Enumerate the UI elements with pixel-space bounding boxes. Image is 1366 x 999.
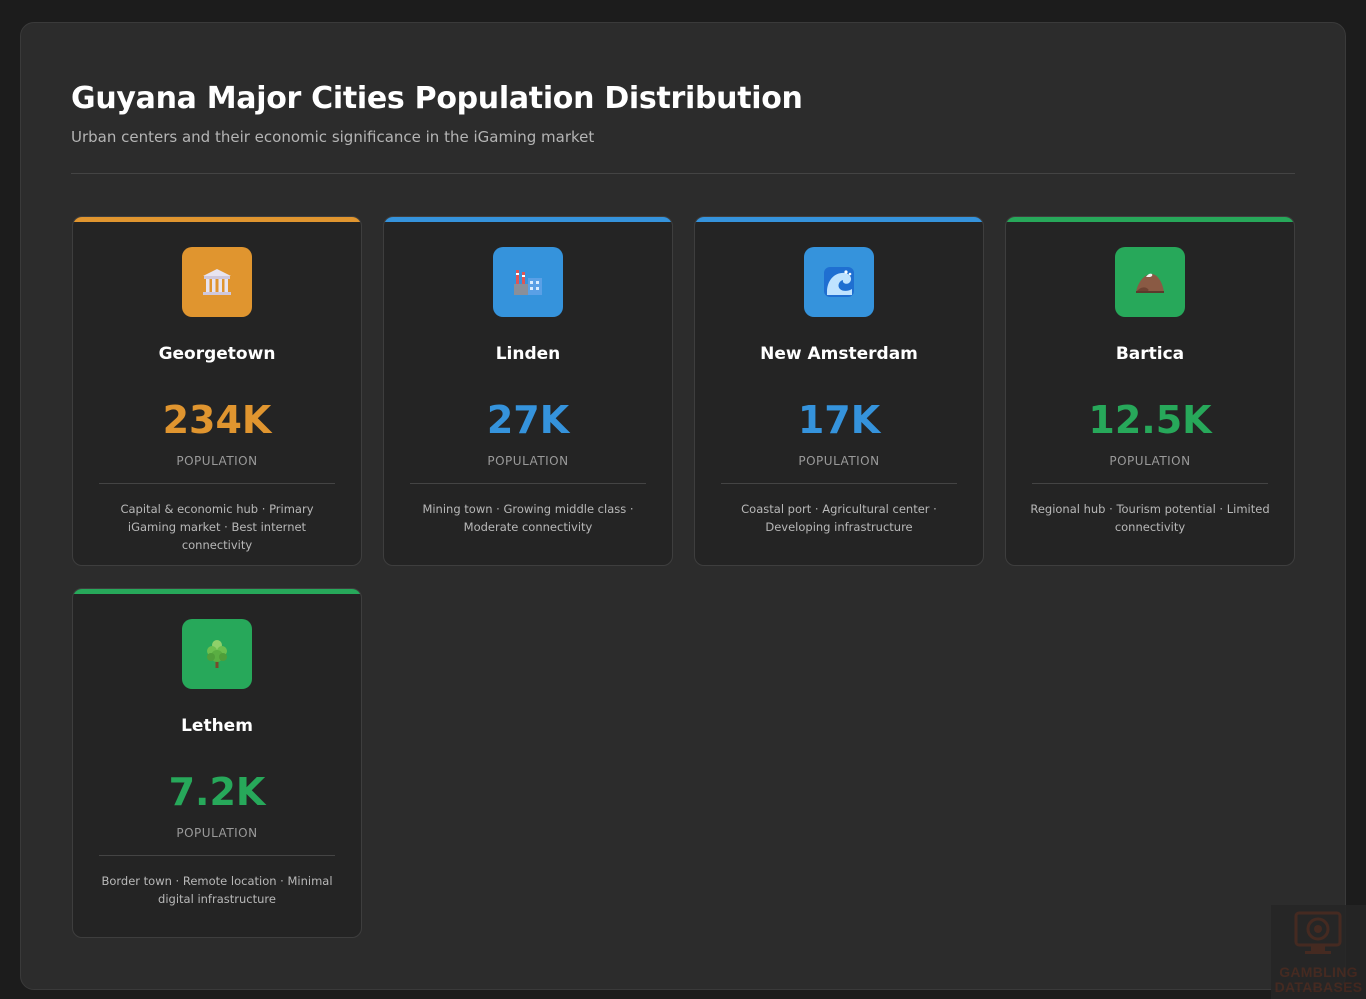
card-accent-bar: [384, 217, 672, 222]
population-label: POPULATION: [176, 826, 258, 840]
population-value: 7.2K: [168, 770, 266, 814]
city-description: Capital & economic hub · Primary iGaming…: [120, 502, 314, 552]
city-name: Georgetown: [158, 344, 276, 364]
wave-icon: [804, 247, 874, 317]
population-label: POPULATION: [487, 454, 569, 468]
card-divider: [1032, 483, 1268, 484]
population-value: 12.5K: [1088, 398, 1212, 442]
city-card-lethem: Lethem 7.2K POPULATION Border town · Rem…: [72, 588, 362, 938]
card-accent-bar: [73, 589, 361, 594]
classical-building-icon: [182, 247, 252, 317]
page-subtitle: Urban centers and their economic signifi…: [71, 128, 595, 146]
population-value: 234K: [162, 398, 272, 442]
population-label: POPULATION: [1109, 454, 1191, 468]
page-title: Guyana Major Cities Population Distribut…: [71, 81, 803, 116]
main-panel: Guyana Major Cities Population Distribut…: [20, 22, 1346, 990]
city-card-linden: Linden 27K POPULATION Mining town · Grow…: [383, 216, 673, 566]
city-name: New Amsterdam: [760, 344, 918, 364]
card-divider: [99, 855, 335, 856]
casino-chip-monitor-icon: [1291, 909, 1345, 963]
city-description: Regional hub · Tourism potential · Limit…: [1030, 502, 1270, 534]
city-name: Lethem: [181, 716, 253, 736]
card-accent-bar: [73, 217, 361, 222]
watermark-line-2: DATABASES: [1274, 979, 1363, 995]
population-value: 17K: [797, 398, 881, 442]
city-name: Bartica: [1115, 344, 1185, 364]
city-description: Mining town · Growing middle class · Mod…: [422, 502, 634, 534]
card-divider: [99, 483, 335, 484]
card-divider: [721, 483, 957, 484]
city-card-bartica: Bartica 12.5K POPULATION Regional hub · …: [1005, 216, 1295, 566]
city-card-georgetown: Georgetown 234K POPULATION Capital & eco…: [72, 216, 362, 566]
watermark-text: GAMBLING DATABASES: [1271, 965, 1366, 995]
population-value: 27K: [486, 398, 570, 442]
card-divider: [410, 483, 646, 484]
card-accent-bar: [1006, 217, 1294, 222]
city-description: Coastal port · Agricultural center · Dev…: [741, 502, 937, 534]
watermark-line-1: GAMBLING: [1279, 964, 1358, 980]
header-divider: [71, 173, 1295, 174]
population-label: POPULATION: [176, 454, 258, 468]
mountain-icon: [1115, 247, 1185, 317]
city-card-new-amsterdam: New Amsterdam 17K POPULATION Coastal por…: [694, 216, 984, 566]
watermark-logo: GAMBLING DATABASES: [1271, 905, 1366, 999]
city-description: Border town · Remote location · Minimal …: [101, 874, 333, 906]
population-label: POPULATION: [798, 454, 880, 468]
city-name: Linden: [495, 344, 561, 364]
tree-icon: [182, 619, 252, 689]
card-accent-bar: [695, 217, 983, 222]
factory-icon: [493, 247, 563, 317]
